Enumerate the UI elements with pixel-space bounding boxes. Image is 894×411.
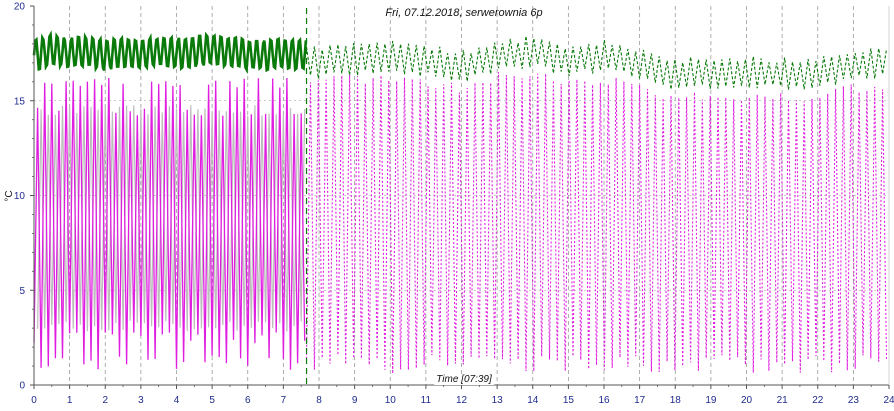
x-tick-label: 13: [492, 395, 504, 406]
x-tick-label: 23: [848, 395, 860, 406]
x-tick-label: 16: [598, 395, 610, 406]
series-layer: [32, 8, 888, 385]
y-axis-label: °C: [4, 190, 15, 201]
x-tick-label: 4: [174, 395, 180, 406]
x-tick-label: 18: [670, 395, 682, 406]
series-magenta-dashed: [305, 72, 888, 374]
y-tick-label: 15: [14, 96, 26, 107]
x-tick-label: 11: [421, 395, 432, 406]
labels: Fri, 07.12.2018, serwerownia 6p Time [07…: [4, 7, 543, 385]
series-green: [32, 30, 308, 74]
axes: 0 1 2 3 4 5 6 7 8 9 10 11 12 13 14 15 16 17 18 19 20 21 22 23 24…: [14, 2, 894, 407]
y-tick-label: 20: [14, 2, 26, 13]
x-tick-label: 21: [777, 395, 789, 406]
x-tick-label: 6: [245, 395, 251, 406]
x-tick-label: 19: [705, 395, 717, 406]
x-tick-label: 12: [456, 395, 468, 406]
x-tick-label: 9: [352, 395, 358, 406]
x-tick-label: 8: [316, 395, 322, 406]
chart-title: Fri, 07.12.2018, serwerownia 6p: [385, 7, 542, 19]
x-tick-label: 17: [634, 395, 646, 406]
x-tick-label: 22: [812, 395, 824, 406]
x-tick-label: 20: [741, 395, 753, 406]
x-tick-label: 14: [527, 395, 539, 406]
y-tick-label: 0: [19, 381, 25, 392]
x-tick-label: 10: [385, 395, 397, 406]
x-tick-label: 2: [102, 395, 108, 406]
x-tick-label: 0: [31, 395, 37, 406]
y-tick-label: 10: [14, 191, 26, 202]
x-tick-label: 15: [563, 395, 575, 406]
x-tick-label: 7: [281, 395, 287, 406]
x-tick-label: 24: [883, 395, 894, 406]
x-tick-label: 5: [209, 395, 215, 406]
x-axis-label-backing: [434, 374, 494, 385]
y-tick-label: 5: [19, 286, 25, 297]
x-tick-label: 3: [138, 395, 144, 406]
series-magenta: [33, 77, 306, 370]
x-axis-label: Time [07:39]: [436, 374, 492, 385]
x-tick-label: 1: [67, 395, 73, 406]
